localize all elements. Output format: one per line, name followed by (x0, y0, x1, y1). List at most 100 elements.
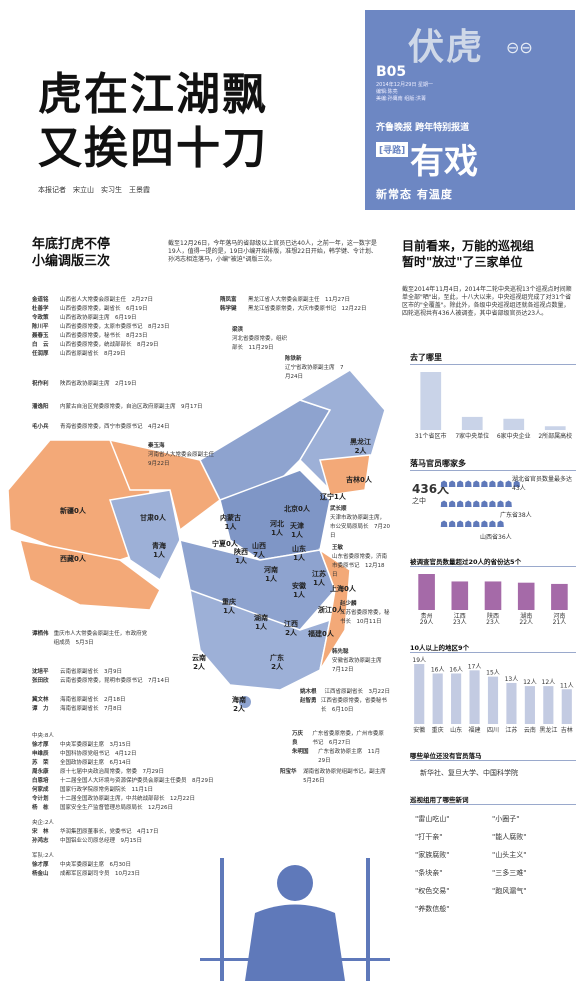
handcuffs-icon: ⊖⊖ (506, 38, 533, 57)
official-row: 苏 荣 全国政协原副主席 6月14日 (32, 759, 214, 768)
officials-henan: 秦玉海 河南省人大常委会原副主任 9月22日 (148, 442, 220, 469)
official-desc: 全国政协原副主席 6月14日 (60, 760, 131, 766)
people-icons-1: ☗☗☗☗☗☗☗☗☗☗ (440, 480, 521, 490)
official-row: 徐才厚 中央军委原副主席 3月15日 (32, 741, 214, 750)
map-jilin (319, 454, 371, 496)
officials-jiangxi: 姚木根 江西省原副省长 3月22日 赵智勇 江西省委原常委，省委秘书长 6月10日 (300, 688, 390, 715)
map-tibet (18, 539, 161, 611)
bar-value-label: 16人 (431, 666, 445, 673)
bar-value-label: 21人 (553, 619, 567, 626)
official-row: 万庆良 广东省委原常委，广州市委原书记 6月27日 (292, 730, 387, 748)
bar-value-label: 12人 (542, 679, 556, 686)
bar (503, 418, 525, 430)
bar (451, 673, 462, 724)
column-box: [寻路] (376, 142, 409, 157)
prisoner-figure-icon (200, 858, 390, 981)
official-name: 徐才厚 (32, 742, 49, 748)
bar (420, 372, 442, 430)
official-desc: 江西省原副省长 3月22日 (324, 689, 391, 695)
central-head: 中央:8人 (32, 733, 54, 739)
term-1: "雷山吃山" (415, 815, 450, 823)
officials-anhui: 韩先聪 安徽省政协原副主席 7月12日 (332, 648, 387, 675)
bar-value-label: 16人 (449, 666, 463, 673)
headline-line-2: 又挨四十刀 (38, 123, 268, 174)
region-gansu: 甘肃0人 (140, 514, 166, 522)
official-row: 谭栖伟 重庆市人大常委会原副主任，市政府党组成员 5月3日 (32, 630, 152, 648)
bar-category-label: 贵州 (421, 612, 433, 620)
region-guangdong: 广东 2人 (270, 654, 284, 671)
bar (561, 689, 572, 724)
right-intro: 截至2014年11月4日，2014年二轮中央巡视13个巡视点时间顺单全部"晒"出… (402, 286, 572, 317)
official-desc: 山西省人大常委会原副主任 2月27日 (60, 297, 153, 303)
most-line-2: 广东省38人 (500, 512, 532, 519)
masthead-designer: 美编:孙鹰南 组版:洪菁 (376, 96, 426, 102)
region-anhui: 安徽 1人 (292, 582, 306, 599)
official-name: 秦玉海 (148, 443, 165, 449)
official-row: 聂春玉 山西省委原常委，秘书长 8月23日 (32, 332, 170, 341)
bar-value-label: 12人 (523, 679, 537, 686)
officials-innermongolia: 潘逸阳 内蒙古自治区党委原常委，自治区政府原副主席 9月17日 (32, 403, 203, 412)
bar-category-label: 福建 (469, 726, 481, 734)
official-name: 万庆良 (292, 731, 304, 746)
official-desc: 山西省委原常委，统战部部长 8月29日 (60, 342, 159, 348)
official-name: 毛小兵 (32, 424, 49, 430)
region-liaoning: 辽宁1人 (320, 493, 346, 501)
official-name: 陈川平 (32, 324, 49, 330)
official-row: 赵智勇 江西省委原常委，省委秘书长 6月10日 (300, 697, 390, 715)
soe-head: 央企:2人 (32, 820, 54, 826)
below10-head: 10人以上的地区9个 (410, 644, 470, 652)
officials-hebei: 梁滨 河北省委原常委，组织部长 11月29日 (232, 326, 292, 353)
official-desc: 国家行政学院原常务副院长 11月1日 (60, 787, 153, 793)
spared-head: 哪些单位还没有官员落马 (410, 752, 482, 760)
masthead-date: 2014年12月29日 星期一 (376, 82, 434, 88)
map-hainan (239, 696, 251, 708)
bar-category-label: 重庆 (432, 726, 444, 734)
official-row: 朱明国 广东省政协原主席 11月29日 (292, 748, 387, 766)
most-line-3: 山西省36人 (480, 534, 512, 541)
official-row: 杜善学 山西省委原常委，副省长 6月19日 (32, 305, 170, 314)
official-row: 毛小兵 青海省委原常委，西宁市委原书记 4月24日 (32, 423, 170, 432)
official-row: 隋凤富 黑龙江省人大常委会原副主任 11月27日 (220, 296, 367, 305)
bar-category-label: 6家中央企业 (497, 432, 531, 440)
term-11: "养数信般" (415, 905, 450, 913)
official-name: 韩学键 (220, 306, 237, 312)
region-jiangxi: 江西 2人 (284, 620, 298, 637)
officials-shandong: 王敏 山东省委原常委，济南市委原书记 12月18日 (332, 544, 387, 580)
term-3: "打干亲" (415, 833, 443, 841)
official-desc: 内蒙古自治区党委原常委，自治区政府原副主席 9月17日 (60, 404, 203, 410)
bar-category-label: 7家中央单位 (455, 432, 489, 440)
paper-name: 齐鲁晚报 跨年特别报道 (376, 123, 470, 133)
official-row: 任润厚 山西省原副省长 8月29日 (32, 350, 170, 359)
official-row: 令计划 十二届全国政协原副主席，中共统战部部长 12月22日 (32, 795, 214, 804)
spared-rule (410, 760, 576, 761)
term-5: "家族腐败" (415, 851, 450, 859)
official-name: 韩先聪 (332, 649, 349, 655)
official-name: 令政策 (32, 315, 49, 321)
bar-category-label: 云南 (524, 726, 536, 734)
column-title: 有戏 (410, 142, 478, 182)
bar (506, 682, 517, 724)
terms-rule (410, 804, 576, 805)
official-name: 沈培平 (32, 669, 49, 675)
official-desc: 中国科协原党组书记 4月12日 (60, 751, 137, 757)
official-desc: 云南省原副省长 3月9日 (60, 669, 122, 675)
officials-guangdong: 万庆良 广东省委原常委，广州市委原书记 6月27日 朱明国 广东省政协原主席 11月… (292, 730, 387, 766)
official-name: 周永康 (32, 769, 49, 775)
region-ningxia: 宁夏0人 (212, 540, 238, 548)
official-row: 杨 栋 国家安全生产监督管理总局原局长 12月26日 (32, 804, 214, 813)
officials-chongqing: 谭栖伟 重庆市人大常委会原副主任，市政府党组成员 5月3日 (32, 630, 152, 648)
official-desc: 黑龙江省人大常委会原副主任 11月27日 (248, 297, 350, 303)
bar-value-label: 11人 (560, 682, 574, 689)
region-innermongolia: 内蒙古 1人 (220, 514, 241, 531)
above20-head: 被调查官员数量超过20人的省份达5个 (410, 558, 522, 566)
bar-category-label: 湖南 (520, 612, 532, 620)
official-name: 谭 力 (32, 706, 49, 712)
bar (418, 574, 435, 610)
official-name: 何家成 (32, 787, 49, 793)
official-name: 谭栖伟 (32, 631, 49, 637)
official-desc: 山东省委原常委，济南市委原书记 12月18日 (332, 554, 388, 578)
bar-category-label: 河南 (553, 612, 565, 620)
region-hunan: 湖南 1人 (254, 614, 268, 631)
official-row: 周永康 原十七届中央政治局常委，常委 7月29日 (32, 768, 214, 777)
bar-value-label: 17人 (468, 663, 482, 670)
